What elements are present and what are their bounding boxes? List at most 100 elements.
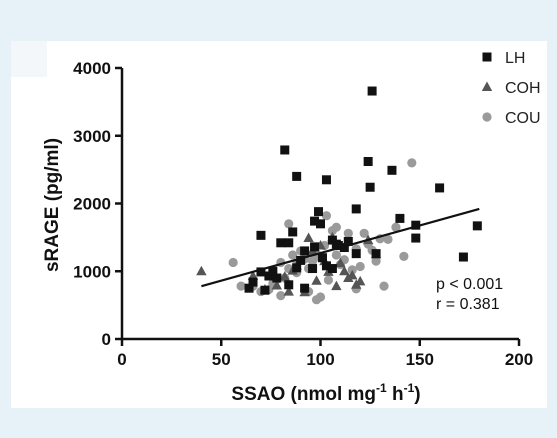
data-point [317,253,327,263]
data-point [264,271,274,281]
x-axis-title-sup2: -1 [404,381,415,395]
data-point [343,228,353,238]
data-point [399,251,409,261]
data-point [283,286,294,296]
data-point [308,264,318,274]
data-point [365,182,375,192]
y-tick-label: 0 [102,330,111,349]
data-point [311,275,322,285]
x-tick-label: 50 [212,350,231,369]
data-point [363,156,373,166]
data-point [315,292,326,302]
y-axis-title: sRAGE (pg/ml) [42,138,63,272]
data-point [321,211,332,221]
data-point [331,239,341,249]
x-tick-label: 150 [406,350,434,369]
x-axis-title-sup1: -1 [376,381,387,395]
data-point [256,230,266,240]
r-value-annotation: r = 0.381 [436,296,500,313]
data-point [276,238,286,248]
data-point [284,280,294,290]
legend-label-coh: COH [505,80,541,97]
data-point [435,183,445,193]
data-point [292,171,302,181]
data-point [288,250,298,260]
data-point [276,291,286,301]
data-point [260,285,270,295]
regression-line [201,207,480,288]
data-point [371,249,381,259]
data-point [288,227,298,237]
data-point [256,267,266,277]
data-point [335,257,346,268]
data-point [316,219,325,229]
data-point [284,238,294,248]
data-point [347,269,358,280]
data-point [310,242,320,252]
data-point [271,279,283,290]
legend-marker-cou [482,112,492,122]
data-point [303,232,314,243]
points-layer [196,86,482,305]
legend-label-cou: COU [505,110,541,127]
data-point [383,234,393,245]
data-point [395,213,405,223]
data-point [300,246,310,256]
data-point [314,207,324,217]
data-point [379,281,389,291]
panel-corner [11,41,47,77]
data-point [248,277,258,287]
data-point [244,283,254,293]
x-tick-label: 200 [505,350,533,369]
data-point [310,216,320,226]
data-point [236,281,246,291]
data-point [196,265,207,276]
data-point [327,264,337,274]
y-tick-label: 1000 [73,262,111,281]
chart-panel [11,41,547,408]
data-point [355,261,365,272]
data-point [296,255,306,265]
y-tick-label: 2000 [73,195,111,214]
legend-marker-coh [481,81,493,91]
data-point [280,145,290,155]
data-point [351,204,361,214]
data-point [331,222,341,232]
data-point [458,252,468,262]
data-point [367,86,377,96]
data-point [371,256,381,266]
x-axis-title: SSAO (nmol mg-1 h-1) [231,381,420,405]
y-tick-label: 4000 [73,59,111,78]
y-tick-label: 3000 [73,127,111,146]
legend-marker-lh [482,52,492,62]
x-tick-label: 100 [306,350,334,369]
x-axis-title-mid: h [387,384,404,405]
data-point [339,265,350,276]
data-point [331,280,342,291]
data-point [411,233,421,243]
legend-label-lh: LH [505,50,525,67]
data-point [359,228,369,238]
x-axis-title-main: SSAO (nmol mg [231,384,376,405]
x-axis-title-end: ) [414,384,420,405]
data-point [343,236,353,246]
data-point [292,263,302,273]
data-point [411,220,421,230]
data-point [351,249,361,259]
data-point [472,221,482,231]
data-point [331,250,341,260]
legend: LH COH COU [481,50,541,127]
series-lh [244,86,482,295]
data-point [321,261,331,271]
data-point [284,219,294,229]
data-point [407,158,417,168]
data-point [300,283,310,293]
p-value-annotation: p < 0.001 [436,276,503,293]
data-point [272,273,282,283]
data-point [228,257,238,268]
data-point [323,275,334,285]
data-point [387,165,397,175]
data-point [355,275,366,286]
